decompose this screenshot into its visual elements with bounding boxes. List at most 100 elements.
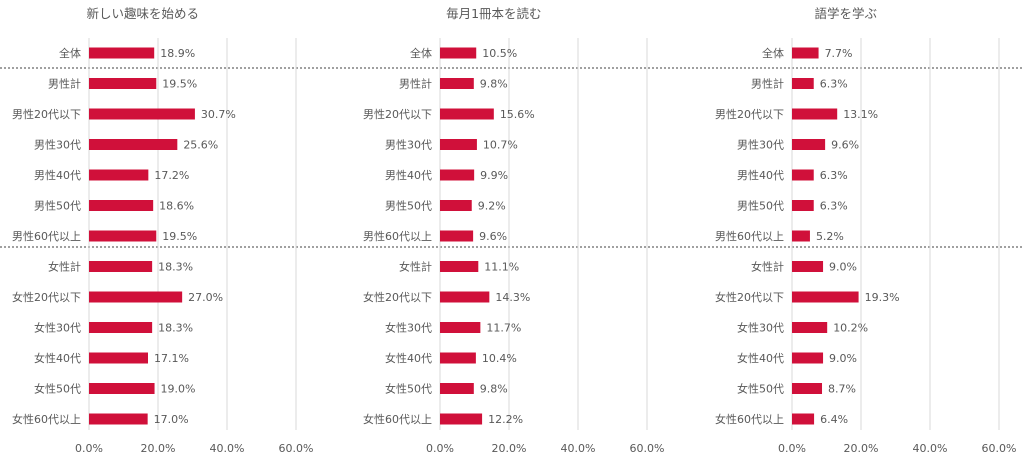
value-label: 19.5% bbox=[162, 78, 197, 91]
chart-panel-0: 新しい趣味を始める 0.0% 20.0% 40.0% 60.0% 全体 18.9% 男性計 19… bbox=[12, 6, 313, 455]
x-tick-label: 0.0% bbox=[75, 442, 103, 455]
bar bbox=[440, 291, 490, 303]
category-label: 女性40代 bbox=[34, 351, 81, 365]
bar bbox=[89, 383, 155, 394]
bar bbox=[792, 108, 838, 120]
category-label: 女性60代以上 bbox=[363, 412, 432, 426]
value-label: 9.0% bbox=[829, 352, 857, 365]
value-label: 6.3% bbox=[820, 200, 848, 213]
category-label: 男性60代以上 bbox=[363, 229, 432, 243]
bar bbox=[440, 383, 474, 394]
value-label: 10.7% bbox=[483, 139, 518, 152]
bar bbox=[792, 352, 824, 364]
value-label: 6.4% bbox=[820, 413, 848, 426]
x-tick-label: 40.0% bbox=[561, 442, 596, 455]
category-label: 女性20代以下 bbox=[715, 290, 784, 304]
value-label: 25.6% bbox=[183, 139, 218, 152]
category-label: 女性50代 bbox=[737, 382, 784, 396]
bar bbox=[440, 108, 494, 120]
chart-title: 新しい趣味を始める bbox=[87, 6, 200, 21]
bar bbox=[792, 261, 824, 272]
value-label: 17.0% bbox=[154, 413, 189, 426]
category-label: 全体 bbox=[59, 46, 81, 60]
category-label: 男性60代以上 bbox=[715, 229, 784, 243]
category-label: 女性40代 bbox=[385, 351, 432, 365]
value-label: 12.2% bbox=[488, 413, 523, 426]
category-label: 男性20代以下 bbox=[715, 107, 784, 121]
category-label: 女性20代以下 bbox=[12, 290, 81, 304]
value-label: 11.1% bbox=[484, 261, 519, 274]
bar bbox=[89, 47, 155, 59]
bar bbox=[792, 47, 819, 59]
category-label: 男性20代以下 bbox=[12, 107, 81, 121]
x-tick-label: 0.0% bbox=[426, 442, 454, 455]
bar bbox=[440, 413, 483, 425]
value-label: 8.7% bbox=[828, 383, 856, 396]
bar bbox=[792, 78, 814, 89]
value-label: 27.0% bbox=[188, 291, 223, 304]
x-tick-label: 20.0% bbox=[492, 442, 527, 455]
value-label: 9.9% bbox=[480, 169, 508, 182]
bar bbox=[440, 78, 474, 89]
bar bbox=[792, 383, 823, 394]
bar bbox=[89, 169, 149, 181]
value-label: 17.2% bbox=[154, 169, 189, 182]
chart-title: 毎月1冊本を読む bbox=[446, 6, 541, 21]
group-dividers bbox=[0, 67, 1024, 248]
value-label: 7.7% bbox=[825, 47, 853, 60]
category-label: 男性40代 bbox=[34, 168, 81, 182]
value-label: 18.3% bbox=[158, 322, 193, 335]
category-label: 男性50代 bbox=[737, 199, 784, 213]
bar bbox=[89, 352, 148, 364]
value-label: 11.7% bbox=[486, 322, 521, 335]
category-label: 男性50代 bbox=[385, 199, 432, 213]
bar bbox=[792, 291, 859, 303]
category-label: 女性計 bbox=[399, 260, 432, 274]
bar bbox=[89, 291, 183, 303]
bar bbox=[440, 169, 475, 181]
bar bbox=[440, 322, 481, 333]
bar bbox=[792, 200, 814, 211]
value-label: 13.1% bbox=[843, 108, 878, 121]
category-label: 女性20代以下 bbox=[363, 290, 432, 304]
x-tick-label: 60.0% bbox=[982, 442, 1017, 455]
x-tick-label: 20.0% bbox=[141, 442, 176, 455]
category-label: 女性30代 bbox=[34, 321, 81, 335]
category-label: 女性60代以上 bbox=[715, 412, 784, 426]
bar bbox=[440, 352, 476, 364]
category-label: 女性計 bbox=[751, 260, 784, 274]
bar bbox=[89, 108, 195, 120]
value-label: 19.0% bbox=[161, 383, 196, 396]
x-tick-label: 20.0% bbox=[844, 442, 879, 455]
value-label: 10.2% bbox=[833, 322, 868, 335]
category-label: 男性30代 bbox=[385, 138, 432, 152]
value-label: 10.4% bbox=[482, 352, 517, 365]
bar bbox=[792, 169, 814, 181]
value-label: 30.7% bbox=[201, 108, 236, 121]
value-label: 19.3% bbox=[865, 291, 900, 304]
value-label: 9.8% bbox=[480, 383, 508, 396]
value-label: 9.0% bbox=[829, 261, 857, 274]
value-label: 9.6% bbox=[479, 230, 507, 243]
value-label: 19.5% bbox=[162, 230, 197, 243]
category-label: 女性計 bbox=[48, 260, 81, 274]
category-label: 全体 bbox=[762, 46, 784, 60]
category-label: 男性30代 bbox=[737, 138, 784, 152]
category-label: 男性計 bbox=[751, 77, 784, 91]
category-label: 男性40代 bbox=[737, 168, 784, 182]
category-label: 女性50代 bbox=[34, 382, 81, 396]
value-label: 17.1% bbox=[154, 352, 189, 365]
category-label: 女性30代 bbox=[385, 321, 432, 335]
value-label: 18.6% bbox=[159, 200, 194, 213]
bar bbox=[440, 261, 479, 272]
value-label: 9.6% bbox=[831, 139, 859, 152]
bar bbox=[89, 261, 153, 272]
bar bbox=[89, 139, 178, 150]
category-label: 女性40代 bbox=[737, 351, 784, 365]
x-tick-label: 60.0% bbox=[279, 442, 314, 455]
bar bbox=[440, 200, 472, 211]
bar bbox=[792, 322, 828, 333]
value-label: 18.9% bbox=[160, 47, 195, 60]
value-label: 6.3% bbox=[820, 78, 848, 91]
bar bbox=[89, 322, 153, 333]
